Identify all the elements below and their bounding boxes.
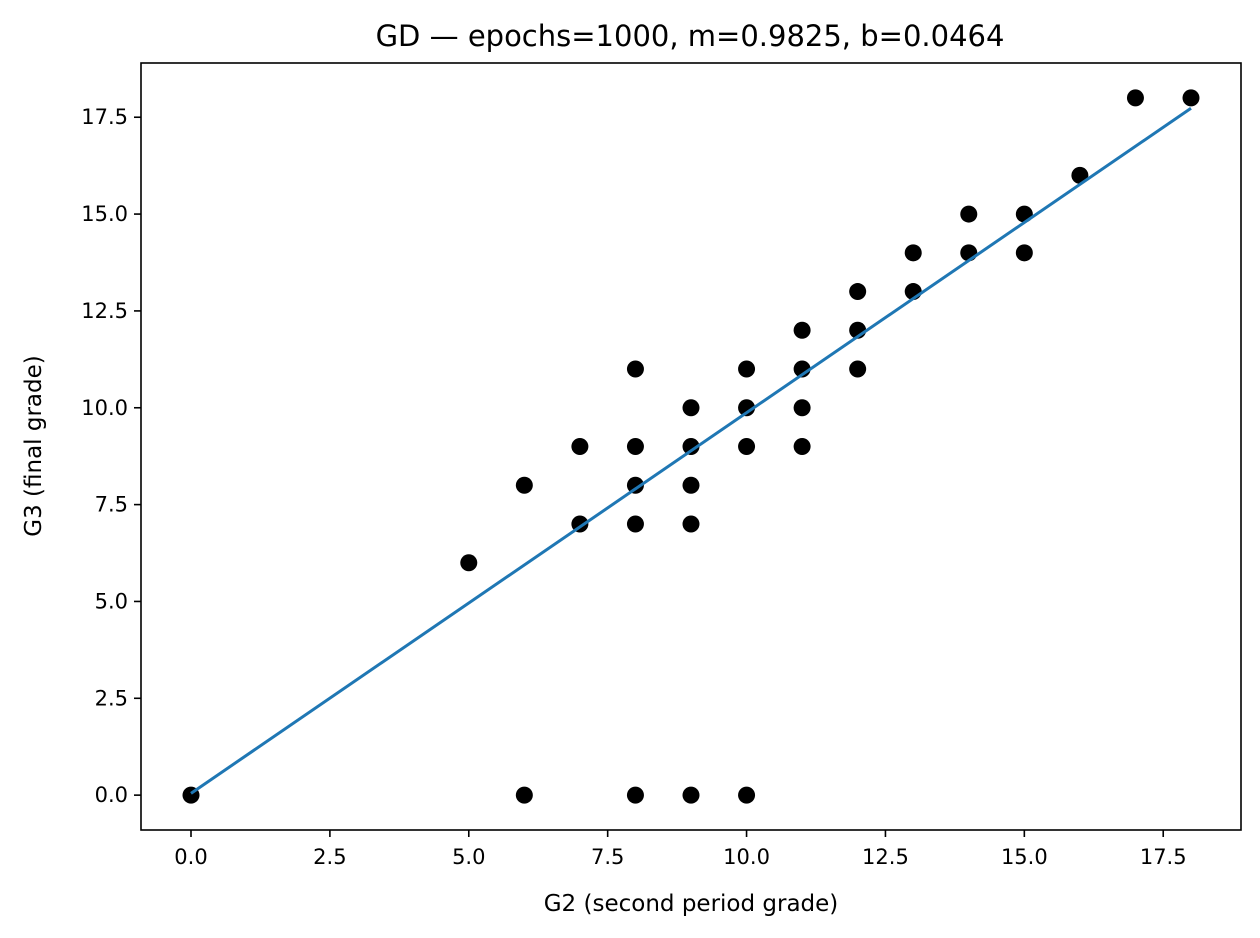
axes-frame — [140, 62, 1242, 831]
scatter-point — [960, 205, 978, 223]
y-tick-label: 5.0 — [95, 589, 128, 613]
regression-line — [190, 107, 1192, 795]
scatter-point — [682, 786, 700, 804]
scatter-point — [849, 283, 867, 301]
plot-area — [182, 89, 1200, 804]
scatter-point — [1126, 89, 1144, 107]
scatter-point — [1071, 166, 1089, 184]
scatter-point — [515, 786, 533, 804]
y-tick-label: 12.5 — [81, 299, 128, 323]
scatter-point — [849, 360, 867, 378]
y-tick-label: 15.0 — [81, 202, 128, 226]
scatter-point — [738, 399, 756, 417]
scatter-point — [571, 438, 589, 455]
scatter-point — [1182, 89, 1200, 107]
x-tick-label: 15.0 — [1001, 845, 1048, 869]
y-tick-label: 0.0 — [95, 783, 128, 807]
scatter-point — [682, 515, 700, 533]
x-tick-label: 7.5 — [591, 845, 624, 869]
scatter-point — [626, 786, 644, 804]
y-tick-label: 10.0 — [81, 396, 128, 420]
scatter-point — [738, 786, 756, 804]
x-tick-label: 17.5 — [1140, 845, 1187, 869]
x-tick-label: 0.0 — [174, 845, 207, 869]
scatter-point — [682, 438, 700, 455]
scatter-point — [626, 515, 644, 533]
y-axis-label: G3 (final grade) — [21, 355, 47, 536]
scatter-point — [626, 438, 644, 455]
scatter-point — [460, 554, 478, 572]
scatter-point — [626, 360, 644, 378]
scatter-point — [738, 438, 756, 455]
x-tick-label: 12.5 — [862, 845, 909, 869]
scatter-point — [1015, 244, 1033, 262]
y-axis: 0.0 2.5 5.0 7.5 10.0 12.5 15.0 17.5 — [81, 105, 141, 807]
x-axis-label: G2 (second period grade) — [544, 891, 839, 917]
scatter-point — [738, 360, 756, 378]
y-tick-label: 17.5 — [81, 105, 128, 129]
y-tick-label: 7.5 — [95, 493, 128, 517]
x-tick-label: 5.0 — [452, 845, 485, 869]
chart-title: GD — epochs=1000, m=0.9825, b=0.0464 — [376, 19, 1005, 53]
scatter-point — [682, 476, 700, 494]
scatter-point — [682, 399, 700, 417]
scatter-point — [626, 476, 644, 494]
scatter-point — [515, 476, 533, 494]
x-tick-label: 2.5 — [313, 845, 346, 869]
scatter-point — [793, 321, 811, 339]
x-tick-label: 10.0 — [723, 845, 770, 869]
scatter-point — [793, 399, 811, 417]
y-tick-label: 2.5 — [95, 686, 128, 710]
x-axis: 0.0 2.5 5.0 7.5 10.0 12.5 15.0 17.5 — [174, 830, 1187, 869]
scatter-point — [793, 438, 811, 455]
scatter-point — [904, 244, 922, 262]
